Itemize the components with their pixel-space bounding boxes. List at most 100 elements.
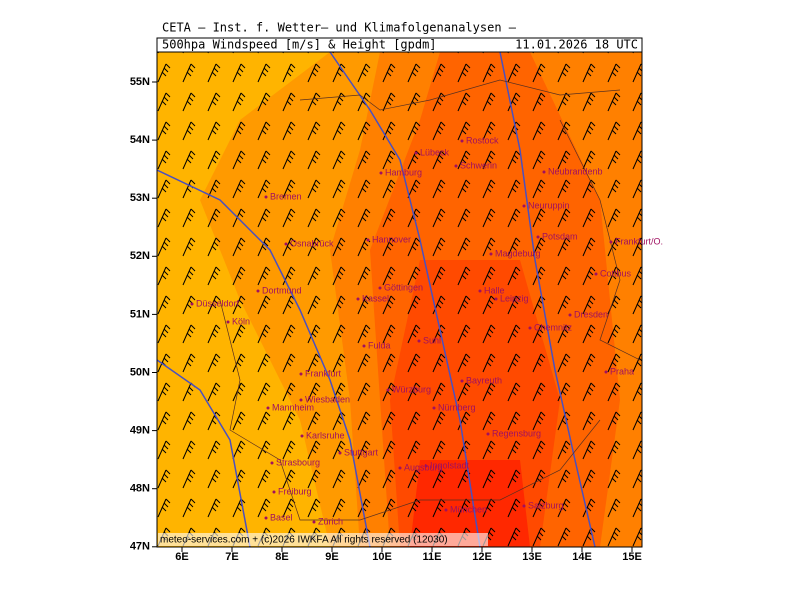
city-label: Nürnberg <box>438 402 476 412</box>
city-dot <box>356 297 360 301</box>
city-label: Leipzig <box>500 293 529 303</box>
city-dot <box>299 398 303 402</box>
city-label: Basel <box>270 512 293 522</box>
city-dot <box>417 339 421 343</box>
city-label: Regensburg <box>492 428 541 438</box>
city-dot <box>362 344 366 348</box>
city-label: Düsseldorf <box>196 298 240 308</box>
city-dot <box>266 406 270 410</box>
city-dot <box>398 466 402 470</box>
city-dot <box>604 370 608 374</box>
city-label: Augsburg <box>404 462 443 472</box>
city-label: Köln <box>232 316 250 326</box>
city-dot <box>460 139 464 143</box>
city-dot <box>270 461 274 465</box>
lon-label: 14E <box>572 551 592 563</box>
city-dot <box>414 151 418 155</box>
city-dot <box>454 164 458 168</box>
city-label: Bayreuth <box>466 375 502 385</box>
city-dot <box>226 320 230 324</box>
city-label: Chemnitz <box>534 322 573 332</box>
lat-label: 53N <box>130 192 150 204</box>
city-dot <box>424 464 428 468</box>
city-label: Stuttgart <box>344 447 379 457</box>
lon-label: 7E <box>225 551 238 563</box>
city-label: Cottbus <box>600 268 632 278</box>
lon-label: 15E <box>622 551 642 563</box>
lat-label: 54N <box>130 134 150 146</box>
city-label: Bremen <box>270 191 302 201</box>
city-dot <box>486 432 490 436</box>
city-dot <box>338 451 342 455</box>
lon-label: 9E <box>325 551 338 563</box>
city-dot <box>460 379 464 383</box>
lat-label: 49N <box>130 425 150 437</box>
city-dot <box>264 195 268 199</box>
city-dot <box>272 490 276 494</box>
city-label: Potsdam <box>542 231 578 241</box>
city-dot <box>300 434 304 438</box>
city-label: Dresden <box>574 309 608 319</box>
lat-label: 47N <box>130 541 150 553</box>
city-label: Würzburg <box>392 384 431 394</box>
city-dot <box>284 242 288 246</box>
city-label: Fulda <box>368 340 391 350</box>
city-label: Göttingen <box>384 282 423 292</box>
lon-label: 10E <box>372 551 392 563</box>
city-label: Hannover <box>372 234 411 244</box>
lon-label: 13E <box>522 551 542 563</box>
city-dot <box>494 297 498 301</box>
city-dot <box>444 508 448 512</box>
city-dot <box>312 520 316 524</box>
valid-time: 11.01.2026 18 UTC <box>515 38 638 52</box>
city-dot <box>594 272 598 276</box>
lat-label: 48N <box>130 483 150 495</box>
city-label: Dortmund <box>262 285 302 295</box>
city-dot <box>536 235 540 239</box>
city-label: Praha <box>610 366 634 376</box>
city-label: Magdeburg <box>495 248 541 258</box>
city-dot <box>489 252 493 256</box>
city-label: Mannheim <box>272 402 314 412</box>
lon-label: 6E <box>175 551 188 563</box>
city-label: Freiburg <box>278 486 312 496</box>
lat-label: 50N <box>130 366 150 378</box>
city-label: Karlsruhe <box>306 430 345 440</box>
city-dot <box>609 240 613 244</box>
footer: meteo-services.com + (c)2026 IWKFA All r… <box>160 535 448 546</box>
city-label: Zürich <box>318 516 343 526</box>
institute: CETA — Inst. f. Wetter— und Klimafolgena… <box>162 21 517 35</box>
city-dot <box>264 516 268 520</box>
map-frame <box>156 51 643 548</box>
city-dot <box>256 289 260 293</box>
city-label: Osnabrück <box>290 238 334 248</box>
city-label: Rostock <box>466 135 499 145</box>
city-dot <box>378 286 382 290</box>
city-dot <box>432 406 436 410</box>
city-label: Suhl <box>423 335 441 345</box>
lat-label: 52N <box>130 250 150 262</box>
city-label: Kassel <box>362 293 389 303</box>
city-label: Salzburg <box>528 500 564 510</box>
city-label: Ingolstadt <box>430 460 470 470</box>
lon-label: 11E <box>423 551 442 563</box>
city-dot <box>528 326 532 330</box>
city-dot <box>542 170 546 174</box>
city-dot <box>568 313 572 317</box>
city-label: München <box>450 504 487 514</box>
city-dot <box>522 204 526 208</box>
city-label: Neuruppin <box>528 200 570 210</box>
city-dot <box>366 238 370 242</box>
city-dot <box>190 302 194 306</box>
city-label: Halle <box>484 285 505 295</box>
city-label: Strasbourg <box>276 457 320 467</box>
city-label: Frankfurt <box>305 368 342 378</box>
lat-label: 51N <box>130 308 150 320</box>
city-dot <box>478 289 482 293</box>
lon-label: 12E <box>472 551 492 563</box>
city-dot <box>379 171 383 175</box>
footer-box <box>158 533 488 546</box>
city-dot <box>522 504 526 508</box>
lat-label: 55N <box>130 76 150 88</box>
